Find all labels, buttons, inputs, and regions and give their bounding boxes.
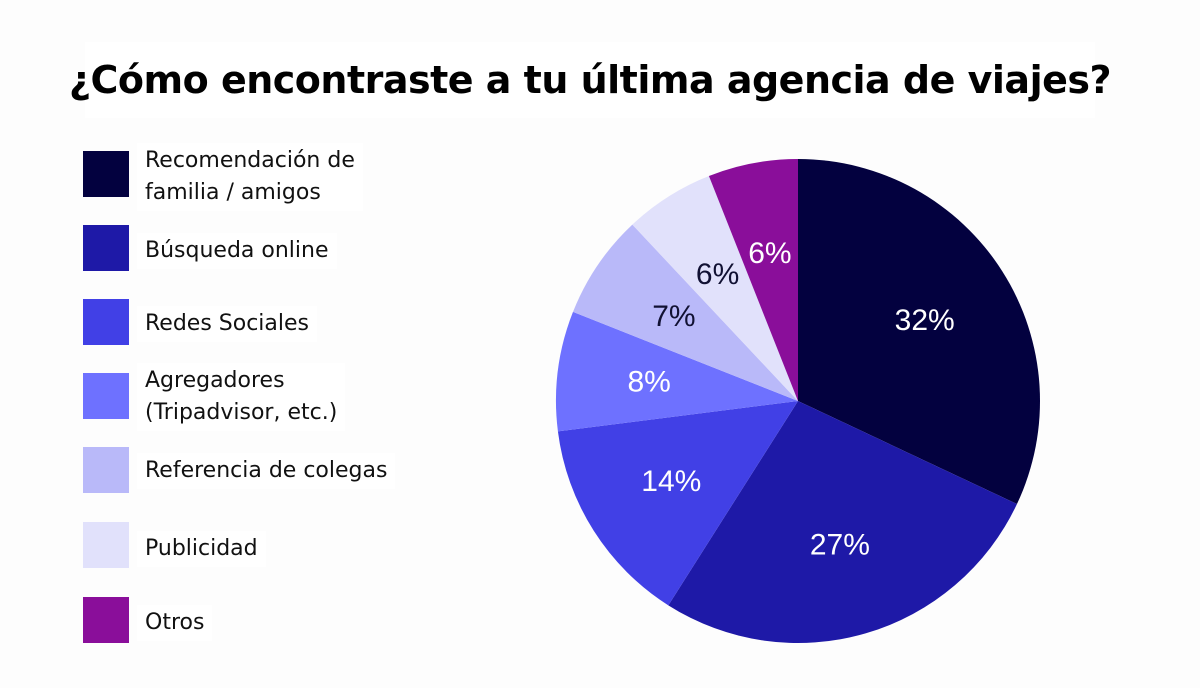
legend-swatch (83, 225, 129, 271)
pie-slice (572, 224, 798, 401)
legend-label: Publicidad (137, 531, 266, 567)
slice-value-label: 27% (810, 529, 870, 562)
legend-swatch (83, 447, 129, 493)
legend: Recomendación de familia / amigos Búsque… (0, 0, 480, 688)
slice-value-label: 8% (627, 366, 670, 399)
slice-value-label: 32% (895, 304, 955, 337)
slice-value-label: 7% (652, 300, 695, 333)
legend-label: Agregadores (Tripadvisor, etc.) (137, 363, 346, 431)
slice-value-label: 14% (641, 465, 701, 498)
legend-swatch (83, 299, 129, 345)
pie-slice (798, 159, 1040, 505)
pie-chart: 32%27%14%8%7%6%6% (556, 159, 1040, 643)
legend-label: Recomendación de familia / amigos (137, 143, 363, 211)
title-box: ¿Cómo encontraste a tu última agencia de… (69, 42, 1112, 118)
legend-swatch (83, 522, 129, 568)
slice-value-label: 6% (748, 237, 791, 270)
pie-slice (557, 401, 798, 606)
legend-label: Redes Sociales (137, 306, 318, 342)
pie-slice (632, 175, 798, 401)
pie-slice (708, 159, 798, 401)
slice-value-label: 6% (696, 258, 739, 291)
chart-title: ¿Cómo encontraste a tu última agencia de… (68, 58, 1112, 102)
legend-label: Otros (137, 605, 213, 641)
pie-slice (668, 401, 1017, 643)
legend-label: Búsqueda online (137, 233, 337, 269)
pie-slice (556, 311, 798, 432)
legend-swatch (83, 597, 129, 643)
legend-label: Referencia de colegas (137, 453, 396, 489)
legend-swatch (83, 151, 129, 197)
legend-swatch (83, 373, 129, 419)
